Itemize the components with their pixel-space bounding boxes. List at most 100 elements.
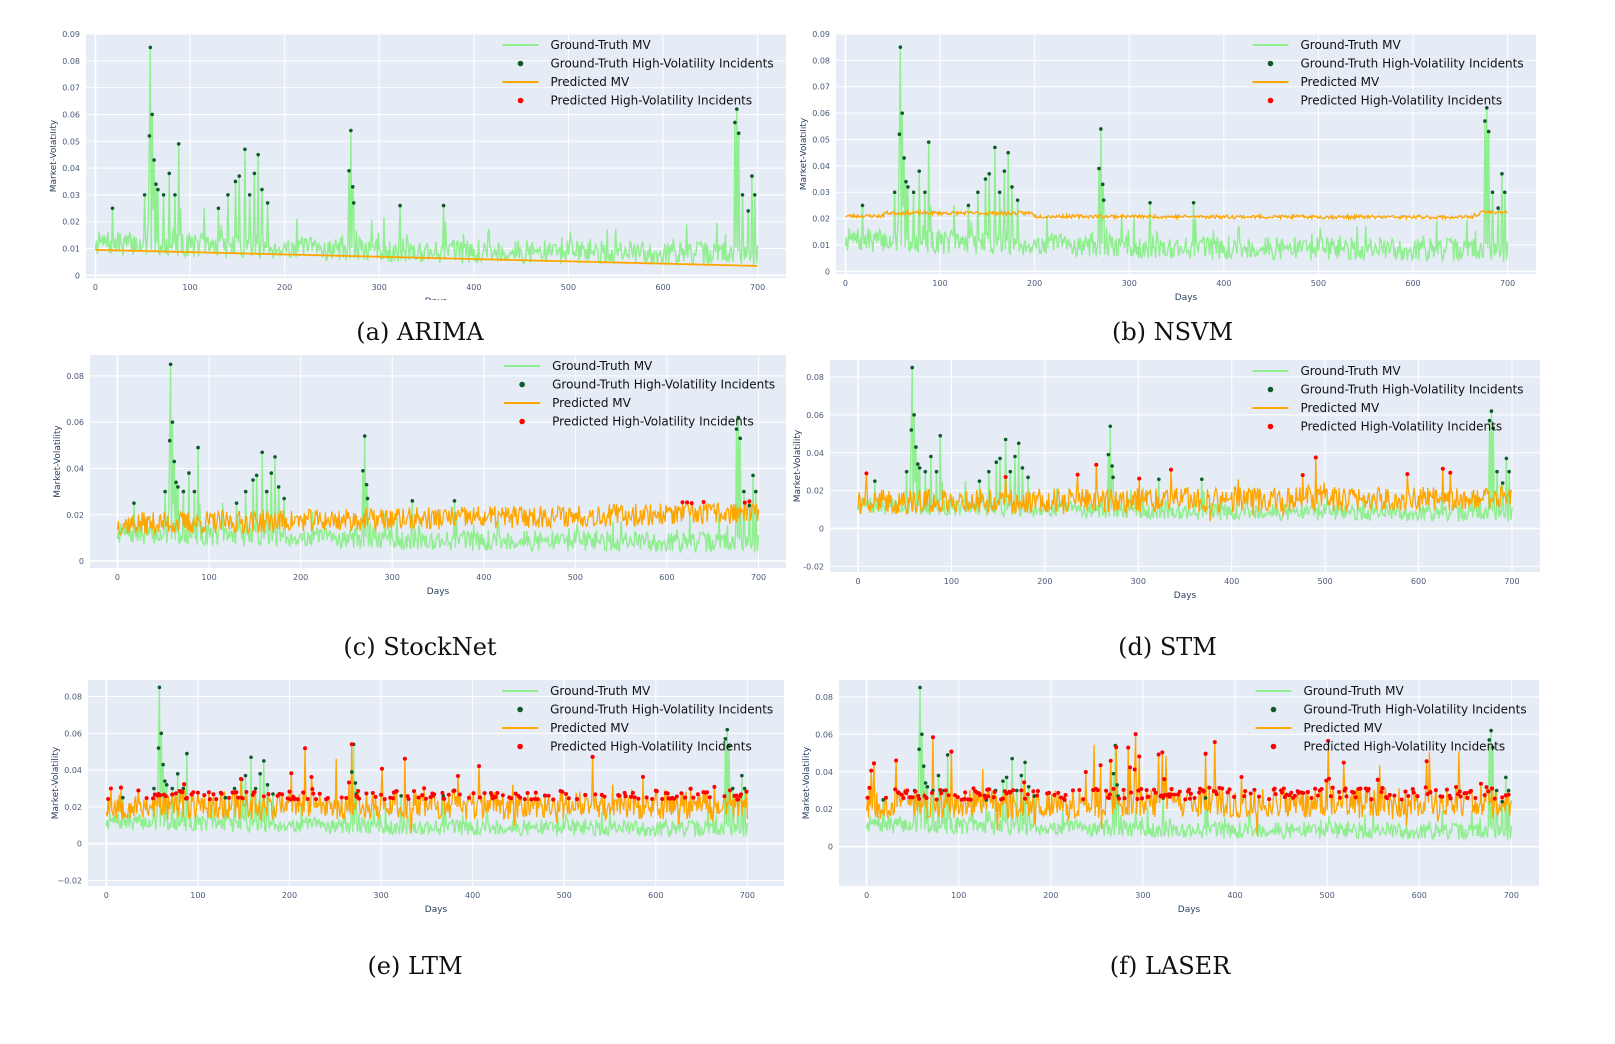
legend-entry: Ground-Truth High-Volatility Incidents [1304,703,1527,717]
ground-truth-incident-point [399,794,404,798]
predicted-incident-point [1351,790,1356,795]
ground-truth-incident-point [152,786,156,791]
chart-svg: −0.02 0 0.02 0.04 0.06 0.08 0 100 200 300 400 500 60… [51,680,784,915]
ground-truth-incident-point [1485,106,1489,110]
predicted-incident-point [158,793,163,798]
y-axis-title: Market-Volatility [802,746,812,819]
predicted-incident-point [1399,797,1404,802]
x-tick-label: 0 [864,891,869,900]
predicted-incident-point [924,795,929,800]
predicted-incident-point [1175,792,1180,797]
x-tick-label: 300 [1122,279,1137,288]
ground-truth-incident-point [747,503,752,508]
y-tick-label: 0.04 [806,449,824,458]
ground-truth-incident-point [1108,424,1113,429]
predicted-incident-point [1146,794,1151,799]
predicted-incident-point [1273,792,1278,797]
predicted-incident-point [1424,759,1429,764]
legend-predicted-marker [517,97,524,104]
predicted-incident-point [1326,738,1331,743]
series-layer [105,685,749,838]
y-tick-label: 0.06 [66,418,84,427]
ground-truth-incident-point [349,128,353,133]
predicted-incident-point [1122,796,1127,801]
x-tick-label: 200 [277,283,292,292]
predicted-incident-point [1203,751,1208,756]
ground-truth-incident-point [181,489,186,494]
y-axis-title: Market-Volatility [50,119,59,192]
ground-truth-incident-point [730,786,735,791]
y-tick-label: 0 [819,524,824,533]
ground-truth-incident-point [262,759,266,763]
ground-truth-incident-point [987,469,991,474]
ground-truth-incident-point [1100,182,1105,187]
predicted-incident-point [295,797,300,802]
predicted-incident-point [1025,792,1030,797]
predicted-incident-point [529,797,534,802]
legend-entry: Ground-Truth High-Volatility Incidents [1300,383,1523,397]
predicted-incident-point [1207,785,1212,790]
ground-truth-incident-point [226,193,230,197]
y-tick-label: 0.06 [64,729,82,738]
ground-truth-incident-point [1002,169,1007,173]
predicted-incident-point [1019,788,1024,793]
predicted-incident-point [455,773,460,778]
ground-truth-incident-point [938,433,943,438]
x-tick-label: 300 [1131,577,1146,586]
predicted-incident-point [1358,786,1363,791]
ground-truth-incident-point [353,781,358,785]
legend: Ground-Truth MV Ground-Truth High-Volatil… [502,684,773,754]
predicted-incident-point [1341,760,1346,765]
legend-entry: Predicted High-Volatility Incidents [552,415,754,429]
predicted-incident-point [1188,791,1193,796]
legend-entry: Predicted MV [551,75,631,89]
legend-entry: Predicted High-Volatility Incidents [1300,420,1502,434]
predicted-incident-point [482,791,487,796]
y-tick-label: 0.09 [62,30,80,39]
ground-truth-incident-point [234,501,239,505]
predicted-incident-point [173,791,178,796]
legend-entry: Ground-Truth MV [1304,684,1405,698]
predicted-incident-point [894,758,899,763]
legend-ground-truth-marker [1270,706,1277,713]
ground-truth-incident-point [966,203,971,208]
ground-truth-incident-point [1006,150,1010,155]
predicted-incident-point [1313,786,1318,791]
predicted-incident-point [1144,788,1149,793]
ground-truth-incident-point [746,209,750,213]
ground-truth-incident-point [929,454,933,459]
legend-entry: Ground-Truth MV [1301,38,1402,52]
predicted-incident-point [311,791,316,796]
predicted-incident-point [1486,789,1491,794]
ground-truth-incident-point [881,798,886,802]
ground-truth-incident-point [923,469,928,474]
predicted-incident-point [1035,789,1040,794]
predicted-incident-point [1052,792,1057,797]
predicted-incident-point [446,792,451,797]
ground-truth-incident-point [735,107,739,111]
ground-truth-incident-point [1495,469,1499,474]
predicted-incident-point [1126,745,1131,750]
predicted-incident-point [971,786,976,791]
predicted-incident-point [968,797,973,802]
ground-truth-incident-point [150,112,155,117]
predicted-line [116,500,760,536]
predicted-incident-point [289,771,294,776]
x-tick-label: 100 [951,891,966,900]
y-tick-label: 0.07 [62,84,80,93]
predicted-incident-point [1008,790,1013,795]
predicted-incident-point [1197,790,1202,795]
ground-truth-incident-point [1019,773,1024,778]
ground-truth-incident-point [232,786,237,791]
ground-truth-incident-point [910,365,915,370]
ground-truth-incident-point [1148,200,1152,205]
predicted-incident-point [742,500,747,505]
y-tick-label: 0 [825,267,830,276]
y-tick-label: 0 [75,271,80,280]
ground-truth-incident-point [1010,756,1014,761]
x-tick-label: 0 [115,573,120,582]
ground-truth-incident-point [1110,464,1114,468]
ground-truth-incident-point [1026,784,1031,789]
predicted-incident-point [734,793,739,798]
ground-truth-incident-point [751,473,755,478]
